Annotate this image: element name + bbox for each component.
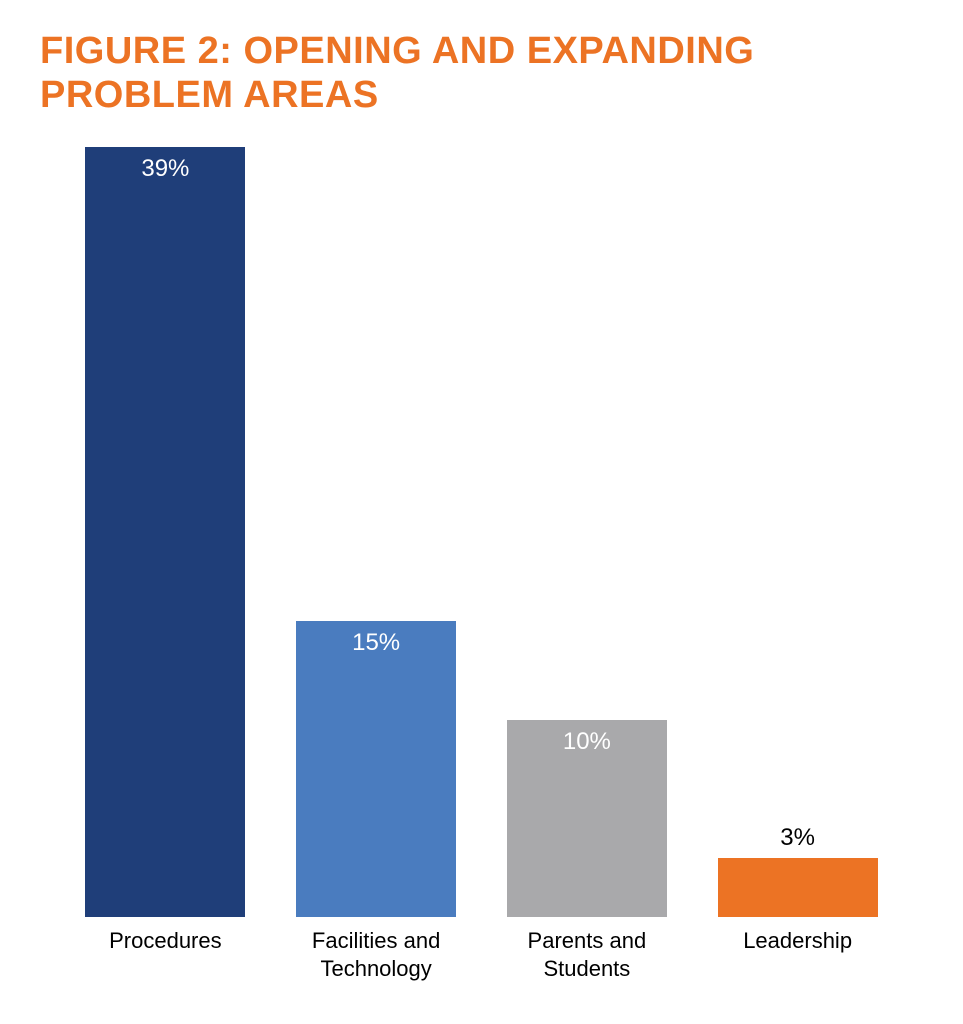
bar-slot: 3% (692, 127, 903, 917)
figure-container: FIGURE 2: OPENING AND EXPANDING PROBLEM … (0, 0, 963, 1024)
chart-plot-wrap: 39%15%10%3% ProceduresFacilities and Tec… (40, 127, 923, 977)
x-axis-label: Leadership (692, 917, 903, 982)
bar-slot: 39% (60, 127, 271, 917)
bar: 39% (85, 147, 245, 917)
bar: 3% (718, 858, 878, 917)
x-axis-label: Facilities and Technology (271, 917, 482, 982)
bar-value-label: 39% (85, 155, 245, 183)
chart-plot-area: 39% 15% 10% 3% (60, 127, 903, 917)
bar-value-label: 15% (296, 629, 456, 657)
bar: 15% (296, 621, 456, 917)
bar-value-label: 10% (507, 728, 667, 756)
chart-title: FIGURE 2: OPENING AND EXPANDING PROBLEM … (40, 30, 923, 117)
bar-slot: 10% (482, 127, 693, 917)
bar-value-label: 3% (718, 824, 878, 852)
bar: 10% (507, 720, 667, 918)
chart-x-labels: ProceduresFacilities and TechnologyParen… (60, 917, 903, 982)
x-axis-label: Parents and Students (482, 917, 693, 982)
bar-slot: 15% (271, 127, 482, 917)
x-axis-label: Procedures (60, 917, 271, 982)
